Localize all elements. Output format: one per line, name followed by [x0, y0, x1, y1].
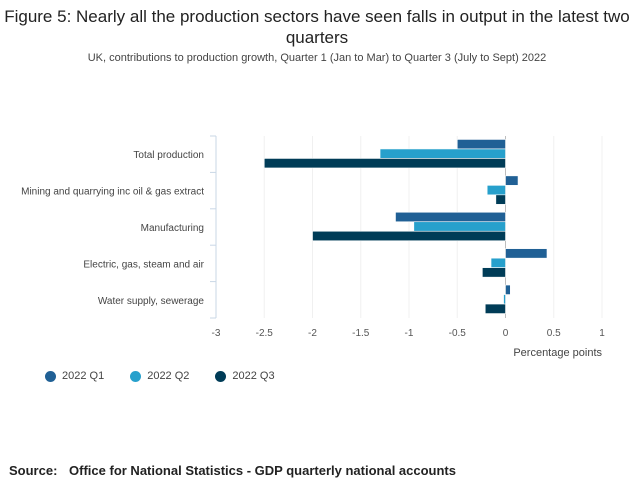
- category-label: Water supply, sewerage: [98, 296, 205, 307]
- legend-item-q3[interactable]: 2022 Q3: [215, 370, 275, 382]
- bar-2022-q2: [503, 294, 506, 305]
- x-tick-label: -2: [308, 328, 317, 339]
- bar-2022-q1: [456, 139, 506, 150]
- x-tick-label: -2.5: [256, 328, 274, 339]
- category-label: Electric, gas, steam and air: [83, 259, 204, 270]
- source-label: Source:: [9, 463, 58, 478]
- category-label: Manufacturing: [141, 223, 204, 234]
- legend-item-q1[interactable]: 2022 Q1: [45, 370, 104, 382]
- x-tick-label: -1: [405, 328, 414, 339]
- bar-2022-q3: [263, 158, 506, 169]
- x-tick-label: -0.5: [449, 328, 467, 339]
- bar-2022-q3: [495, 194, 506, 205]
- bar-2022-q1: [505, 284, 511, 295]
- category-label: Total production: [133, 150, 204, 161]
- bar-2022-q2: [413, 221, 506, 232]
- legend-swatch-q2: [130, 370, 142, 382]
- x-tick-label: 0.5: [547, 328, 561, 339]
- legend-item-q2[interactable]: 2022 Q2: [130, 370, 189, 382]
- bar-2022-q1: [505, 175, 519, 186]
- source-note: Source: Office for National Statistics -…: [9, 463, 456, 478]
- chart-subtitle: UK, contributions to production growth, …: [87, 52, 547, 64]
- legend-label-q2: 2022 Q2: [147, 370, 190, 382]
- x-tick-label: 1: [599, 328, 605, 339]
- bar-2022-q2: [379, 148, 506, 159]
- bar-2022-q3: [482, 267, 506, 278]
- bars: [263, 139, 548, 314]
- x-tick-label: -3: [212, 328, 221, 339]
- legend-swatch-q3: [215, 370, 227, 382]
- bar-2022-q2: [490, 257, 506, 268]
- x-tick-label: -1.5: [352, 328, 370, 339]
- bar-2022-q1: [505, 248, 548, 259]
- x-tick-label: 0: [503, 328, 509, 339]
- bar-2022-q3: [312, 230, 506, 242]
- legend-label-q3: 2022 Q3: [232, 370, 275, 382]
- bar-2022-q3: [484, 303, 506, 314]
- source-text: Office for National Statistics - GDP qua…: [69, 463, 456, 478]
- legend: 2022 Q1 2022 Q2 2022 Q3: [45, 370, 275, 382]
- x-axis-title: Percentage points: [513, 347, 602, 359]
- category-label: Mining and quarrying inc oil & gas extra…: [21, 187, 204, 198]
- bar-2022-q1: [395, 211, 506, 223]
- x-axis: -3 -2.5 -2 -1.5 -1 -0.5 0 0.5 1 Percentage points: [212, 328, 606, 359]
- legend-label-q1: 2022 Q1: [62, 370, 105, 382]
- legend-swatch-q1: [45, 370, 56, 382]
- bar-2022-q2: [486, 185, 506, 196]
- bar-chart: Total production Mining and quarrying inc…: [21, 135, 606, 359]
- category-labels: Total production Mining and quarrying inc…: [21, 150, 205, 307]
- chart-title: Figure 5: Nearly all the production sect…: [4, 7, 630, 47]
